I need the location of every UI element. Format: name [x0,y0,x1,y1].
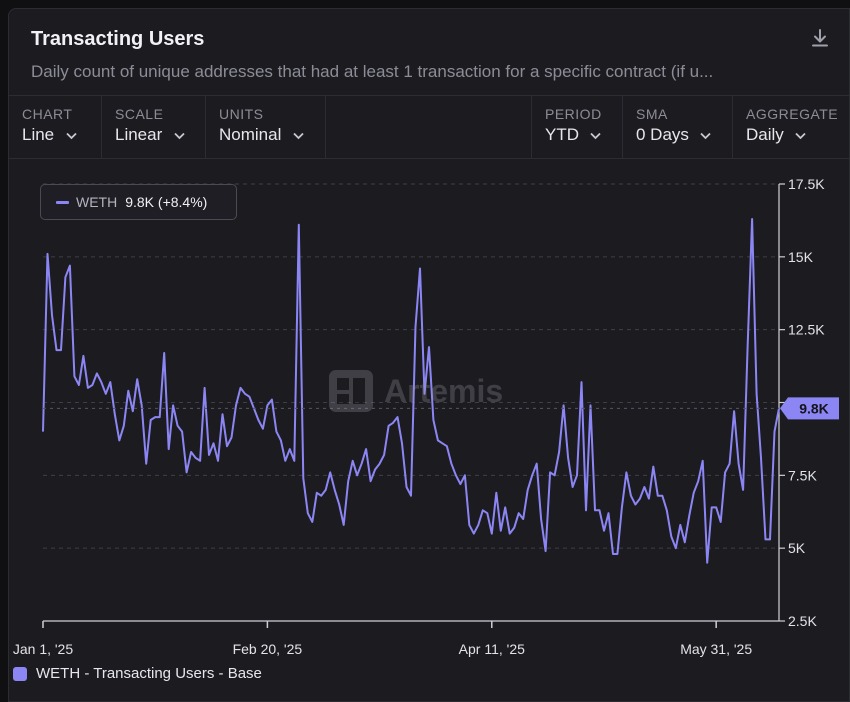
chart-type-value: Line [22,125,55,144]
legend[interactable]: WETH - Transacting Users - Base [13,665,262,682]
scale-label: SCALE [115,106,164,122]
x-tick-label: May 31, '25 [680,641,752,657]
sma-value: 0 Days [636,125,689,144]
tooltip: WETH 9.8K (+8.4%) [40,184,237,220]
tooltip-value: 9.8K (+8.4%) [125,194,208,210]
last-value-label: 9.8K [799,400,829,416]
tooltip-series-swatch [56,200,69,204]
aggregate-label: AGGREGATE [746,106,839,122]
legend-swatch [13,666,27,681]
download-icon[interactable] [809,27,831,49]
units-value: Nominal [219,125,282,144]
y-tick-label: 2.5K [788,613,817,629]
period-select[interactable]: PERIOD YTD [531,96,622,158]
legend-label: WETH - Transacting Users - Base [36,665,262,682]
units-select[interactable]: UNITS Nominal [206,96,326,158]
chevron-down-icon [795,132,806,140]
y-tick-label: 17.5K [788,176,825,192]
scale-select[interactable]: SCALE Linear [102,96,206,158]
x-tick-label: Jan 1, '25 [13,641,73,657]
tooltip-series-name: WETH [76,194,118,210]
sma-label: SMA [636,106,668,122]
period-label: PERIOD [545,106,602,122]
y-tick-label: 5K [788,540,806,556]
y-tick-label: 12.5K [788,322,825,338]
watermark: Artemis [328,369,503,413]
period-value: YTD [545,125,579,144]
units-label: UNITS [219,106,264,122]
chart-title: Transacting Users [31,28,205,50]
scale-value: Linear [115,125,163,144]
y-tick-label: 15K [788,249,814,265]
chevron-down-icon [293,132,304,140]
artemis-logo-icon [329,370,373,412]
last-value-badge [780,397,839,420]
series-line-weth [42,218,780,564]
chevron-down-icon [590,132,602,140]
chart-type-label: CHART [22,106,73,122]
watermark-text: Artemis [384,372,504,409]
chevron-down-icon [700,132,712,140]
chart-controls: CHART Line SCALE Linear UNITS Nominal PE… [9,95,849,159]
sma-select[interactable]: SMA 0 Days [622,96,732,158]
y-tick-label: 7.5K [788,467,817,483]
aggregate-select[interactable]: AGGREGATE Daily [732,96,849,158]
x-tick-label: Apr 11, '25 [459,641,525,657]
x-tick-label: Feb 20, '25 [233,641,303,657]
chevron-down-icon [174,132,185,140]
aggregate-value: Daily [746,125,784,144]
chart-type-select[interactable]: CHART Line [9,96,102,158]
chevron-down-icon [65,132,77,140]
